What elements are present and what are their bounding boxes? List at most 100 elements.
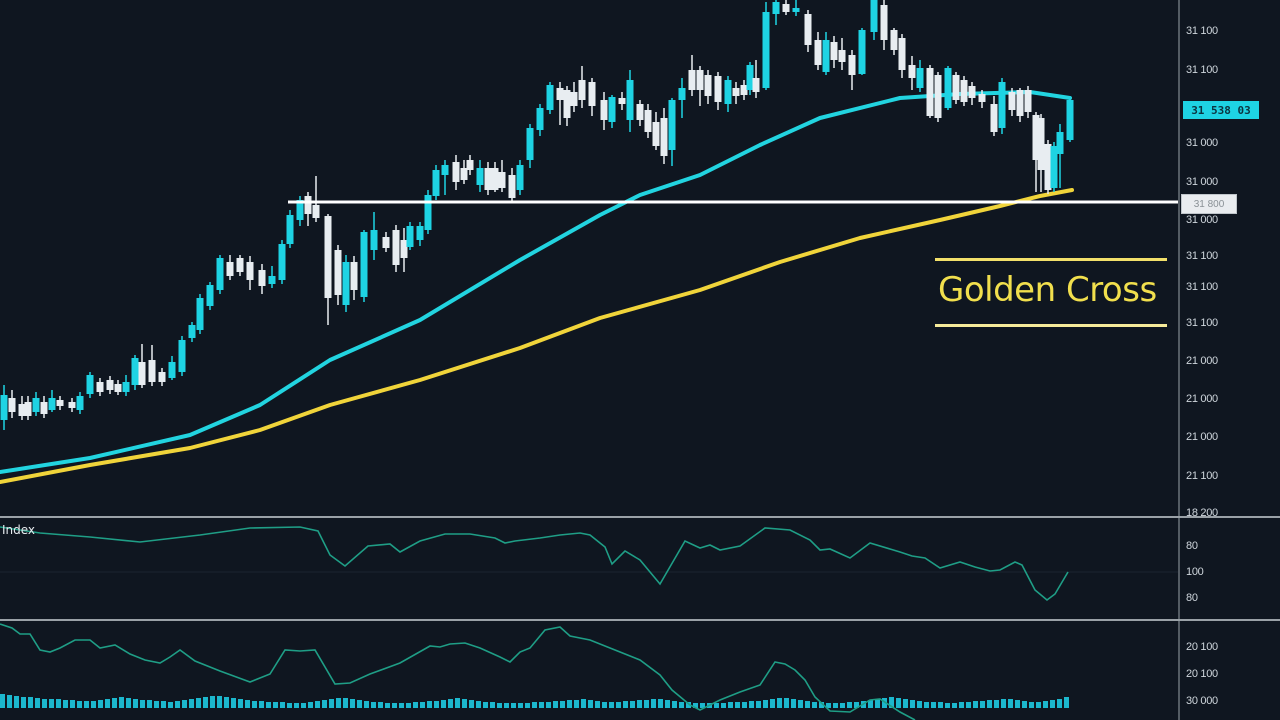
candle-body: [498, 172, 506, 188]
candle-body: [32, 398, 40, 412]
candle-body: [898, 38, 906, 70]
candle-body: [56, 400, 64, 406]
candle-body: [342, 262, 350, 305]
candle-body: [752, 78, 760, 92]
candle-body: [400, 240, 408, 258]
candle-body: [424, 195, 432, 230]
candle-body: [1024, 90, 1032, 112]
oscillator-1-line: [0, 526, 1069, 602]
candle-body: [246, 262, 254, 280]
candle-body: [286, 215, 294, 244]
axis-tick-label: 100: [1186, 566, 1204, 578]
candle-body: [916, 68, 924, 88]
moving-average-line: [0, 188, 1074, 484]
candle-body: [704, 75, 712, 96]
annotation-rule-top: [935, 258, 1167, 261]
candle-body: [370, 230, 378, 250]
candle-body: [114, 384, 122, 392]
candle-body: [814, 40, 822, 65]
candle-body: [382, 237, 390, 248]
candle-body: [216, 258, 224, 290]
candle-body: [178, 340, 186, 372]
candle-body: [804, 14, 812, 45]
candle-body: [466, 160, 474, 170]
axis-tick-label: 21 000: [1186, 393, 1218, 405]
candle-body: [782, 4, 790, 12]
candle-body: [732, 88, 740, 96]
candlesticks: [0, 0, 1074, 430]
candle-body: [432, 170, 440, 196]
candle-body: [1032, 115, 1040, 160]
candle-body: [880, 5, 888, 40]
axis-tick-label: 20 100: [1186, 641, 1218, 653]
candle-body: [588, 82, 596, 106]
candle-body: [476, 168, 484, 185]
candle-body: [978, 94, 986, 102]
candle-body: [1016, 90, 1024, 116]
volume-bars: [0, 694, 1069, 708]
axis-tick-label: 20 100: [1186, 668, 1218, 680]
candle-body: [236, 258, 244, 272]
candle-body: [406, 226, 414, 247]
candle-body: [848, 55, 856, 75]
candle-body: [526, 128, 534, 160]
candle-body: [668, 100, 676, 150]
candle-body: [86, 375, 94, 394]
candle-body: [196, 298, 204, 330]
axis-tick-label: 31 100: [1186, 250, 1218, 262]
candle-body: [644, 110, 652, 132]
candle-body: [1066, 100, 1074, 140]
annotation-rule-bottom: [935, 324, 1167, 327]
annotation-text: Golden Cross: [938, 270, 1157, 310]
candle-body: [1050, 146, 1058, 188]
candle-body: [1044, 144, 1052, 190]
axis-tick-label: 31 100: [1186, 64, 1218, 76]
candle-body: [8, 398, 16, 412]
candle-body: [636, 104, 644, 120]
candle-body: [870, 0, 878, 32]
candle-body: [48, 398, 56, 410]
candle-body: [226, 262, 234, 276]
candle-body: [138, 362, 146, 385]
candle-body: [608, 97, 616, 122]
candle-body: [296, 200, 304, 220]
axis-tick-label: 80: [1186, 540, 1198, 552]
candle-body: [556, 88, 564, 100]
candle-body: [304, 196, 312, 214]
candle-body: [278, 244, 286, 280]
candle-body: [908, 65, 916, 78]
candle-body: [998, 82, 1006, 128]
candle-body: [148, 360, 156, 382]
axis-tick-label: 31 100: [1186, 317, 1218, 329]
candle-body: [18, 404, 26, 416]
axis-tick-label: 18 200: [1186, 507, 1218, 519]
candle-body: [96, 382, 104, 392]
candle-body: [68, 402, 76, 408]
candle-body: [416, 226, 424, 240]
candle-body: [830, 42, 838, 60]
candle-body: [578, 80, 586, 100]
candle-body: [838, 50, 846, 62]
candle-body: [960, 80, 968, 102]
candle-body: [508, 175, 516, 198]
candle-body: [312, 205, 320, 218]
resistance-level-tag: 31 800: [1181, 194, 1237, 214]
candle-body: [350, 262, 358, 290]
candle-body: [106, 380, 114, 390]
candle-body: [740, 85, 748, 95]
candle-body: [324, 216, 332, 298]
candle-body: [772, 2, 780, 14]
candle-body: [858, 30, 866, 74]
current-price-tag: 31 538 03: [1183, 101, 1259, 119]
axis-tick-label: 31 100: [1186, 281, 1218, 293]
candle-body: [392, 230, 400, 265]
axis-tick-label: 80: [1186, 592, 1198, 604]
candle-body: [724, 80, 732, 104]
candle-body: [76, 396, 84, 410]
candle-body: [678, 88, 686, 100]
candle-body: [491, 168, 499, 190]
candle-body: [714, 76, 722, 102]
candle-body: [441, 165, 449, 175]
candle-body: [688, 70, 696, 90]
